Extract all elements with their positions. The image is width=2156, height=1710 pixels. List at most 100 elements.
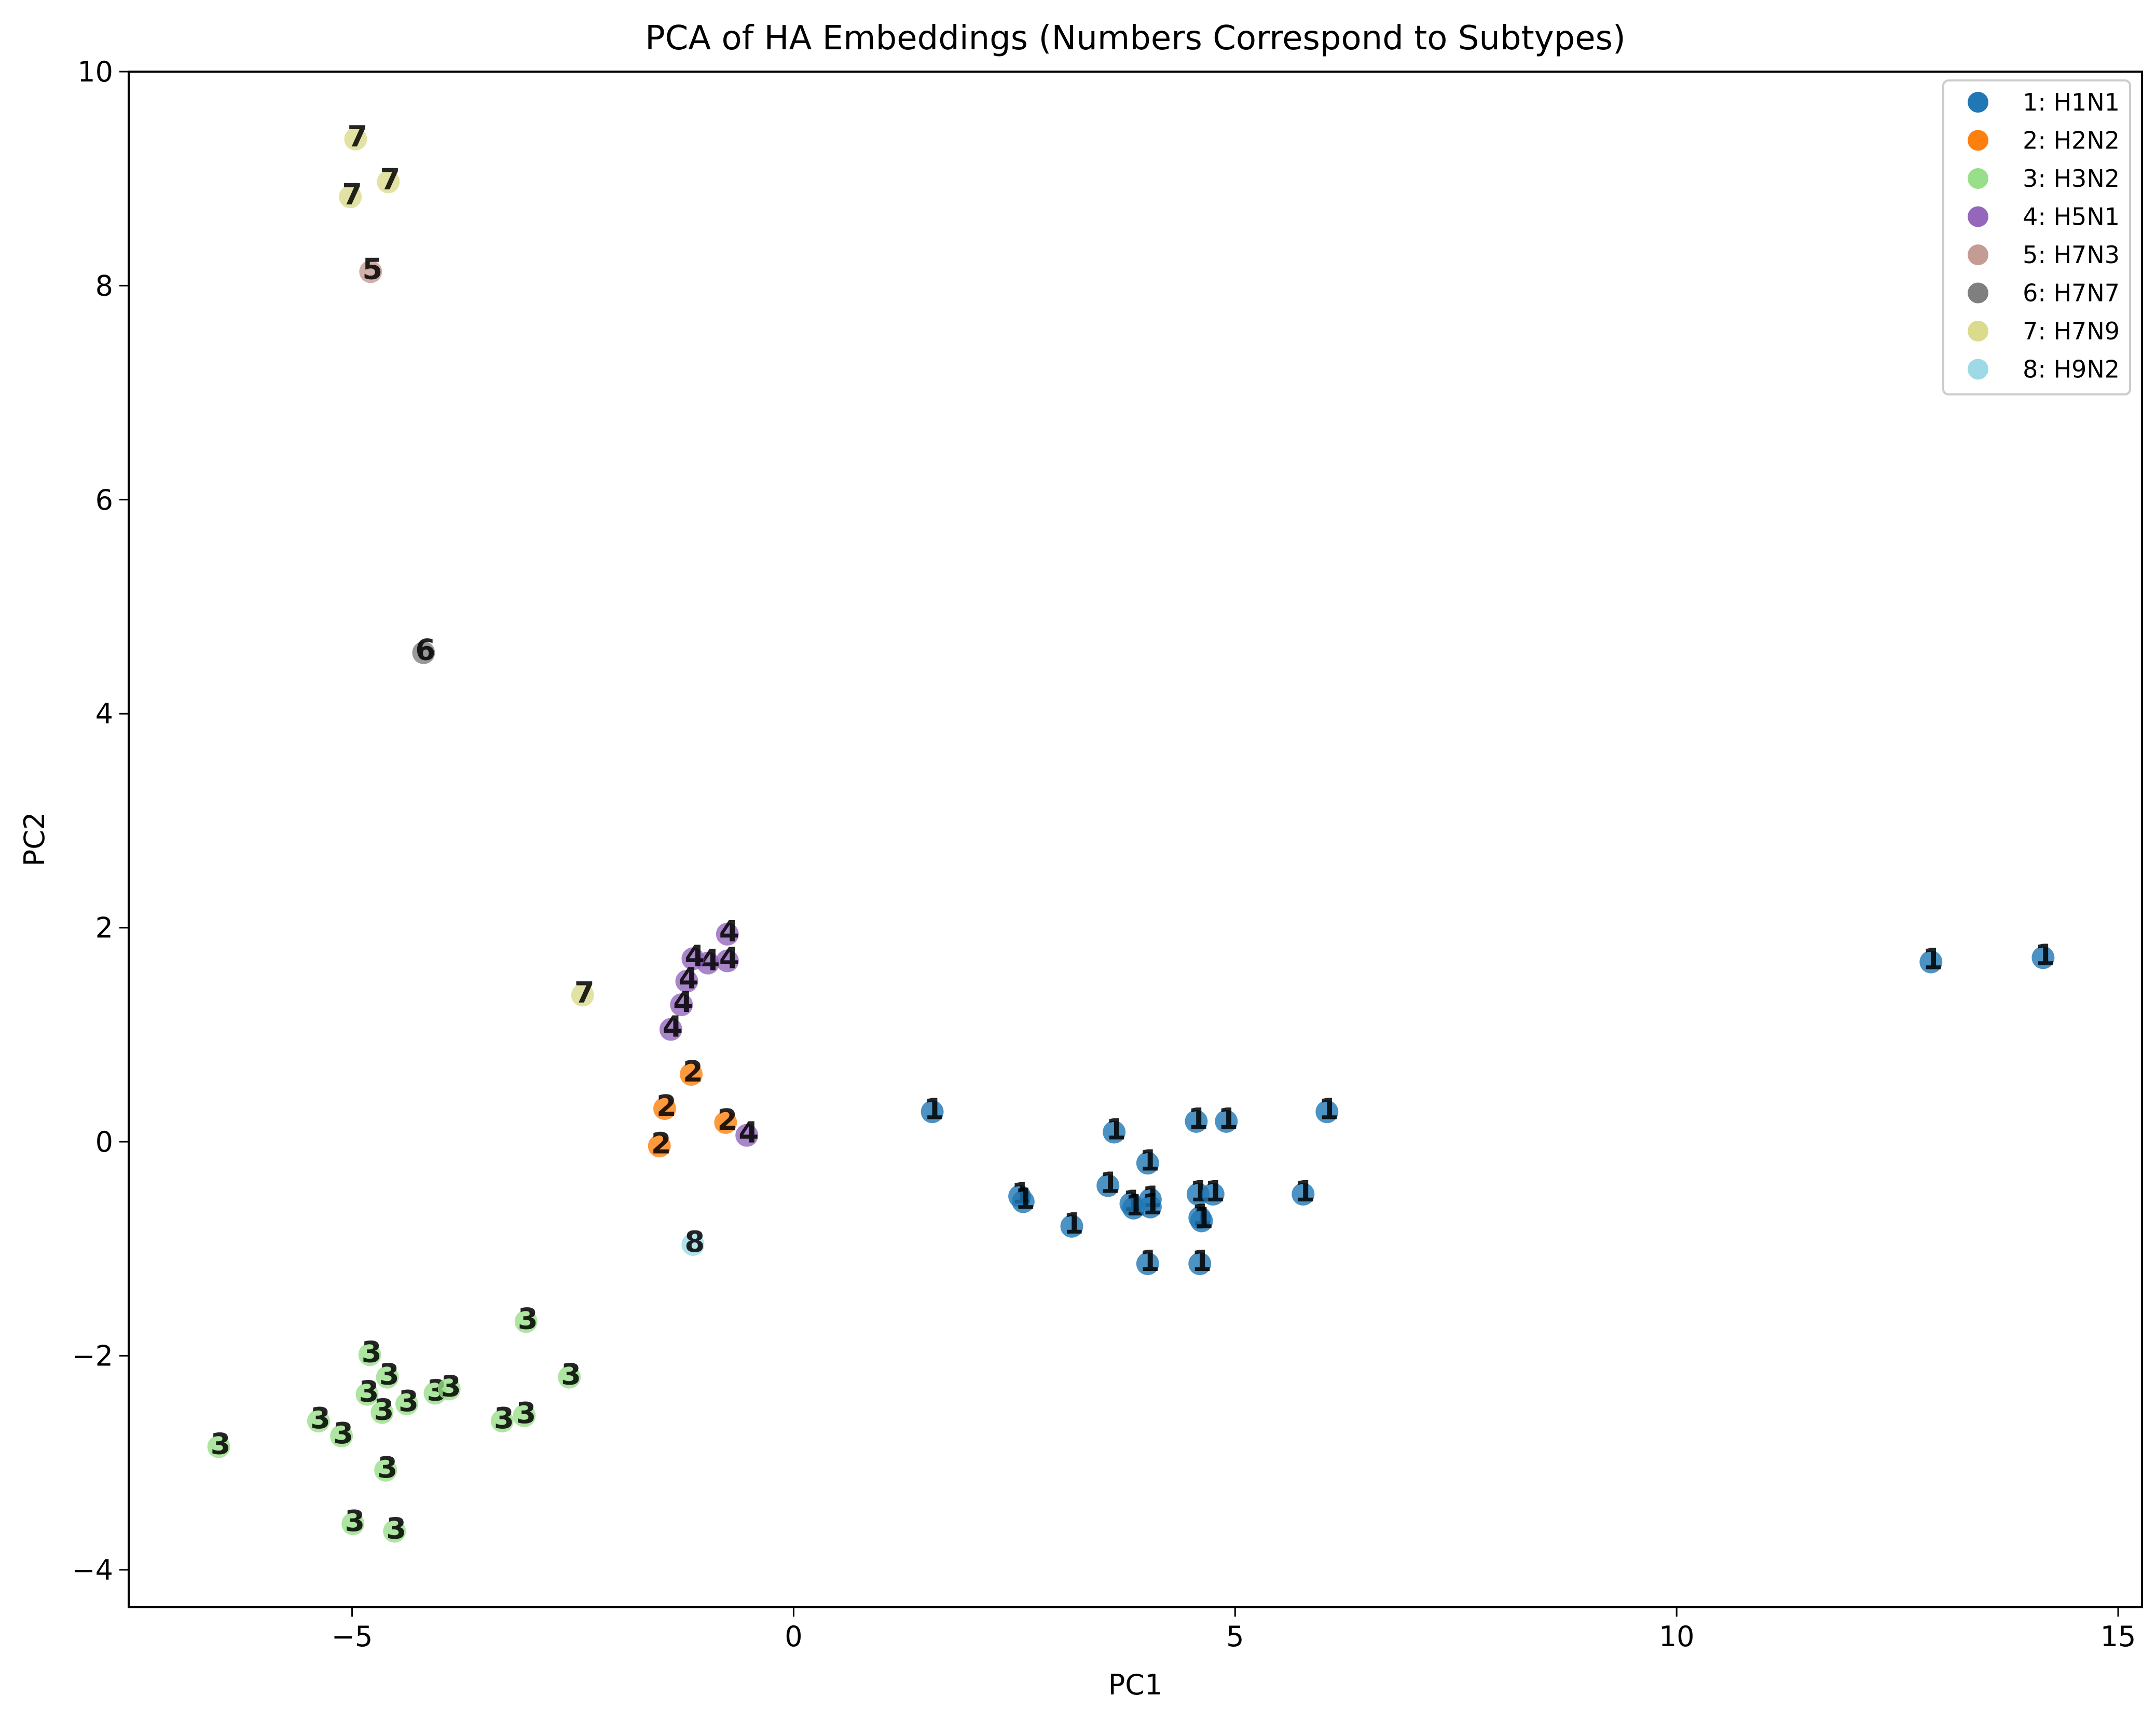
data-point-marker [680, 1063, 703, 1086]
data-point-marker [412, 641, 435, 664]
data-point-label: 4 [673, 986, 693, 1019]
data-point-label: 3 [494, 1402, 514, 1435]
data-point-label: 1 [2035, 938, 2055, 972]
chart-title: PCA of HA Embeddings (Numbers Correspond… [645, 19, 1626, 58]
legend-item: 4: H5N1 [1968, 203, 2120, 231]
data-point-marker [2031, 946, 2055, 969]
data-point-label: 3 [374, 1393, 394, 1427]
data-point-marker [681, 1233, 705, 1256]
data-point-marker [1190, 1209, 1213, 1233]
data-point-label: 1 [1139, 1144, 1160, 1178]
data-point-label: 3 [518, 1302, 538, 1336]
series-h7n3: 5 [359, 253, 382, 286]
legend-marker-icon [1968, 130, 1988, 151]
series-h7n7: 6 [412, 634, 435, 667]
data-point-marker [1201, 1183, 1225, 1206]
y-tick-label: 0 [95, 1126, 113, 1158]
data-point-marker [1136, 1152, 1159, 1175]
legend-label: 2: H2N2 [2023, 127, 2120, 155]
data-point-label: 6 [415, 634, 435, 667]
data-point-marker [1215, 1110, 1238, 1133]
legend-label: 7: H7N9 [2023, 317, 2120, 345]
plot-points-layer: 1111111111111111111111122223333333333333… [207, 120, 2055, 1546]
data-point-marker [1103, 1120, 1126, 1144]
x-tick-label: 5 [1226, 1620, 1244, 1653]
data-point-marker [514, 1310, 538, 1333]
data-point-label: 4 [719, 942, 739, 976]
data-point-label: 7 [347, 120, 367, 154]
data-point-marker [355, 1383, 379, 1406]
data-point-label: 3 [362, 1335, 382, 1369]
legend-label: 8: H9N2 [2023, 355, 2120, 384]
data-point-marker [681, 947, 705, 970]
data-point-marker [1138, 1195, 1162, 1219]
data-point-marker [1185, 1110, 1208, 1133]
plot-frame [128, 71, 2143, 1608]
data-point-label: 4 [679, 962, 699, 996]
data-point-label: 3 [310, 1402, 331, 1435]
data-point-label: 5 [362, 253, 382, 286]
y-axis-label: PC2 [18, 812, 51, 867]
data-point-marker [207, 1435, 230, 1458]
data-point-label: 1 [1205, 1175, 1225, 1209]
data-point-label: 4 [663, 1010, 683, 1044]
data-point-marker [358, 1343, 381, 1366]
y-tick-label: 2 [95, 912, 113, 945]
series-h1n1: 11111111111111111111111 [921, 938, 2055, 1278]
data-point-label: 3 [516, 1397, 536, 1430]
data-point-marker [437, 1377, 461, 1401]
x-tick-label: 10 [1659, 1620, 1695, 1653]
legend-item: 7: H7N9 [1968, 317, 2120, 345]
legend-marker-icon [1968, 359, 1988, 380]
data-point-label: 8 [684, 1225, 705, 1259]
data-point-marker [395, 1392, 419, 1416]
data-point-label: 3 [441, 1370, 461, 1403]
data-point-label: 2 [717, 1103, 737, 1137]
series-h2n2: 22 22 [648, 1055, 737, 1160]
data-point-marker [383, 1520, 406, 1543]
data-point-marker [376, 1365, 399, 1389]
data-point-label: 7 [342, 177, 362, 211]
data-point-label: 1 [924, 1092, 944, 1126]
y-tick-label: −4 [72, 1554, 113, 1586]
data-point-marker [1096, 1174, 1120, 1197]
data-point-label: 1 [1100, 1167, 1120, 1200]
data-point-marker [1315, 1100, 1339, 1124]
data-point-label: 1 [1922, 943, 1943, 977]
data-point-marker [374, 1459, 397, 1482]
data-point-label: 2 [683, 1055, 703, 1089]
data-point-label: 1 [1191, 1244, 1212, 1278]
data-point-marker [1060, 1214, 1083, 1238]
x-tick-label: −5 [332, 1620, 373, 1653]
data-point-marker [921, 1100, 944, 1124]
data-point-label: 3 [399, 1385, 419, 1418]
y-tick-label: 8 [95, 269, 113, 302]
data-point-marker [1136, 1252, 1159, 1276]
data-point-label: 3 [333, 1417, 353, 1451]
data-point-label: 1 [1139, 1244, 1160, 1278]
legend-label: 6: H7N7 [2023, 279, 2120, 307]
data-point-marker [1919, 950, 1943, 974]
legend-marker-icon [1968, 321, 1988, 341]
data-point-marker [344, 127, 367, 151]
legend-item: 5: H7N3 [1968, 241, 2120, 269]
data-point-marker [653, 1097, 676, 1120]
legend-item: 6: H7N7 [1968, 279, 2120, 307]
data-point-label: 4 [738, 1116, 759, 1150]
data-point-marker [359, 260, 382, 283]
legend-marker-icon [1968, 92, 1988, 113]
data-point-label: 1 [1015, 1182, 1035, 1216]
data-point-marker [648, 1134, 671, 1158]
legend-marker-icon [1968, 282, 1988, 304]
data-point-marker [370, 1401, 394, 1424]
legend-item: 1: H1N1 [1968, 88, 2120, 116]
series-h9n2: 8 [681, 1225, 705, 1259]
legend-items: 1: H1N1 2: H2N2 3: H3N2 4: H5N1 5: H7N3 6: H7… [1968, 88, 2120, 384]
data-point-label: 1 [1142, 1188, 1162, 1222]
data-point-label: 1 [1106, 1113, 1126, 1146]
